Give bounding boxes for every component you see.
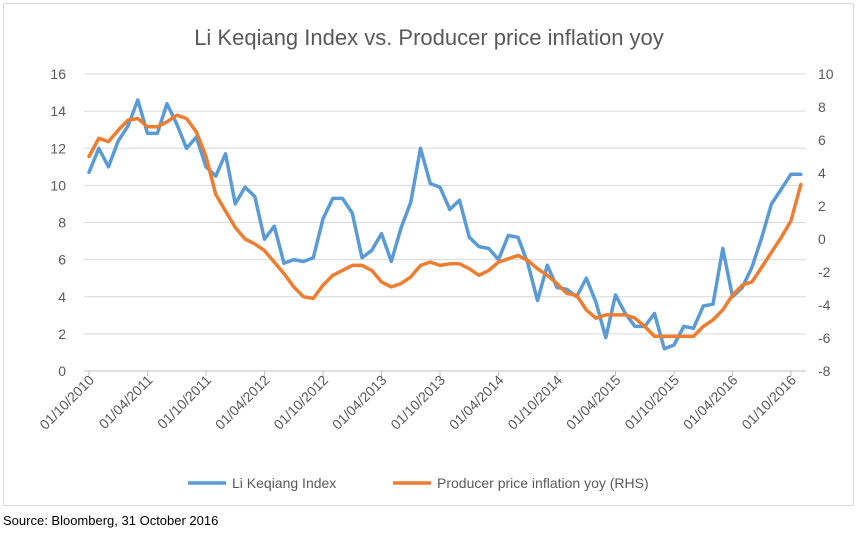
left-tick-label: 8 bbox=[58, 215, 66, 231]
legend-label-ppi: Producer price inflation yoy (RHS) bbox=[437, 475, 649, 491]
x-tick-label: 01/10/2016 bbox=[738, 372, 799, 433]
right-tick-label: -2 bbox=[818, 264, 831, 280]
left-tick-label: 12 bbox=[50, 140, 66, 156]
x-tick-label: 01/10/2011 bbox=[154, 372, 214, 432]
right-tick-label: -4 bbox=[818, 297, 831, 313]
series-li-keqiang-index bbox=[87, 98, 803, 351]
right-tick-label: -6 bbox=[818, 330, 831, 346]
left-tick-label: 14 bbox=[50, 103, 66, 119]
right-axis: -8 -6 -4 -2 0 2 4 6 8 10 bbox=[818, 66, 834, 379]
left-tick-label: 2 bbox=[58, 326, 66, 342]
source-note: Source: Bloomberg, 31 October 2016 bbox=[3, 513, 219, 528]
gridlines bbox=[84, 73, 806, 372]
right-tick-label: 6 bbox=[818, 132, 826, 148]
x-tick-label: 01/04/2011 bbox=[95, 372, 155, 432]
right-tick-label: 0 bbox=[818, 231, 826, 247]
x-tick-label: 01/04/2013 bbox=[329, 372, 390, 433]
right-tick-label: 8 bbox=[818, 99, 826, 115]
right-tick-label: -8 bbox=[818, 363, 831, 379]
left-tick-label: 16 bbox=[50, 66, 66, 82]
right-tick-label: 4 bbox=[818, 165, 826, 181]
x-tick-label: 01/10/2010 bbox=[36, 372, 97, 433]
right-tick-label: 2 bbox=[818, 198, 826, 214]
chart-frame bbox=[3, 3, 854, 506]
left-tick-label: 6 bbox=[58, 252, 66, 268]
x-tick-label: 01/10/2013 bbox=[387, 372, 448, 433]
left-tick-label: 10 bbox=[50, 177, 66, 193]
legend: Li Keqiang Index Producer price inflatio… bbox=[188, 475, 649, 491]
x-tick-label: 01/10/2015 bbox=[621, 372, 682, 433]
x-tick-label: 01/04/2014 bbox=[446, 372, 507, 433]
chart-title: Li Keqiang Index vs. Producer price infl… bbox=[194, 25, 664, 50]
x-axis: 01/10/201001/04/201101/10/201101/04/2012… bbox=[36, 371, 799, 433]
left-tick-label: 0 bbox=[58, 363, 66, 379]
x-tick-label: 01/04/2012 bbox=[212, 372, 273, 433]
right-tick-label: 10 bbox=[818, 66, 834, 82]
legend-label-li-keqiang: Li Keqiang Index bbox=[232, 475, 336, 491]
series-layer bbox=[87, 98, 803, 351]
x-tick-label: 01/04/2016 bbox=[680, 372, 741, 433]
x-tick-label: 01/10/2014 bbox=[504, 372, 565, 433]
series-producer-price-inflation bbox=[87, 113, 803, 339]
x-tick-label: 01/10/2012 bbox=[270, 372, 331, 433]
x-tick-label: 01/04/2015 bbox=[563, 372, 624, 433]
left-axis: 0 2 4 6 8 10 12 14 16 bbox=[50, 66, 66, 379]
left-tick-label: 4 bbox=[58, 289, 66, 305]
